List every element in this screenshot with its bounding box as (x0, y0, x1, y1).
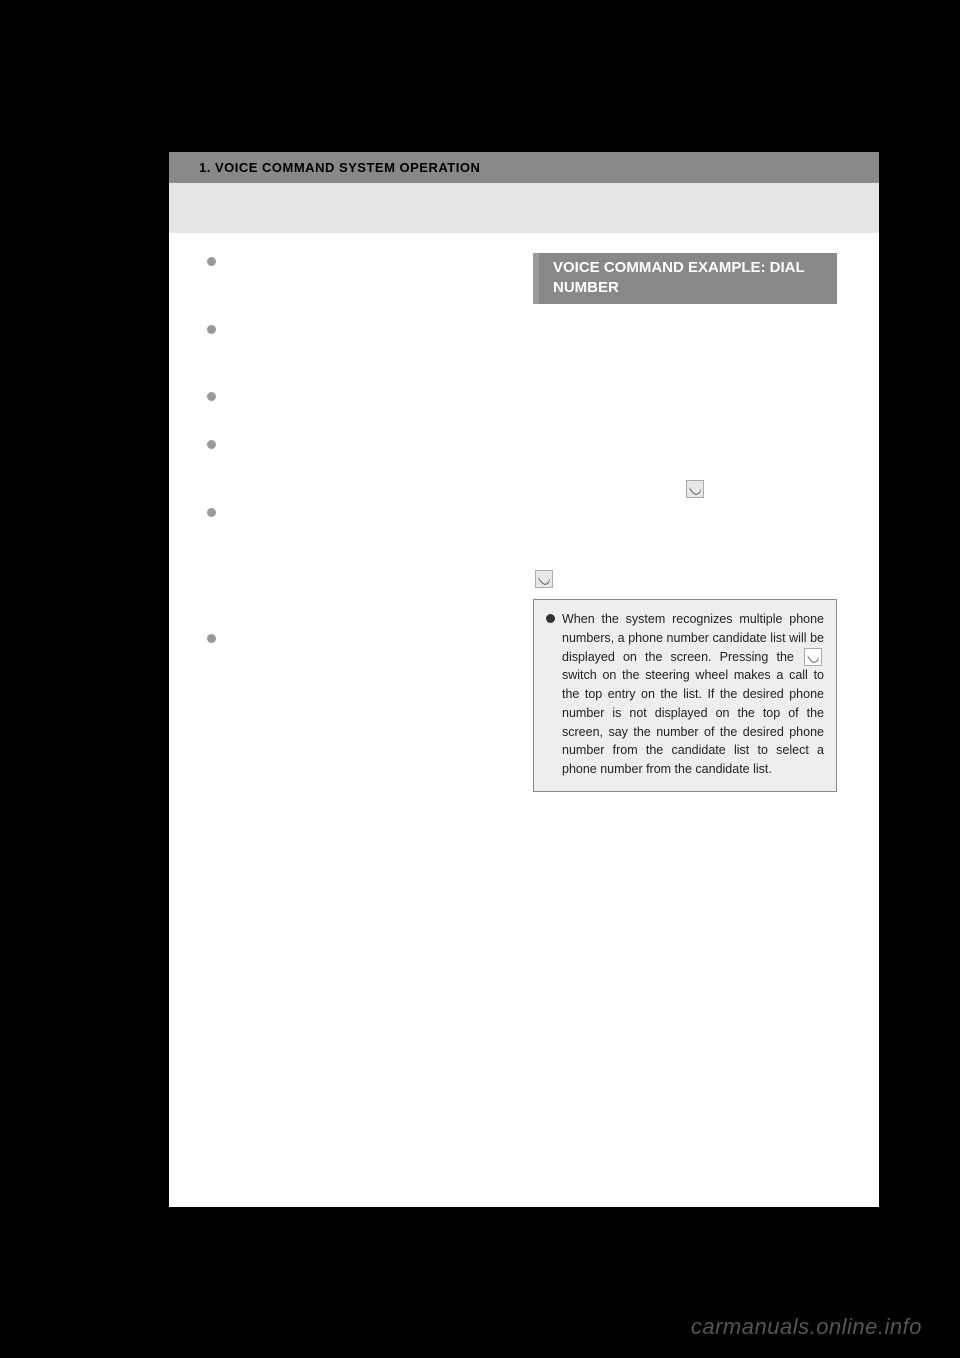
watermark: carmanuals.online.info (691, 1314, 922, 1340)
step-number: 3 (533, 428, 549, 468)
bullet-text: The command is incorrect or unclear. Not… (225, 321, 511, 380)
note-text-before: When the system recognizes multiple phon… (562, 612, 824, 664)
step-text: Press the voice command switch. (549, 368, 837, 388)
sub-header-bar (169, 183, 879, 233)
section-heading: VOICE COMMAND EXAMPLE: DIAL NUMBER (533, 253, 837, 304)
intro-text: Making a call by giving a command for th… (533, 318, 837, 358)
step-number: 2 (533, 398, 549, 418)
content-area: In the following conditions, the system … (169, 233, 879, 792)
phone-icon (686, 480, 704, 498)
alt-paragraph: In step 2, you can also make a call by d… (533, 529, 837, 589)
bullet-item: There is excessive background noise, suc… (207, 388, 511, 427)
step-text: Say "Dial a number". (549, 398, 837, 418)
phone-icon (804, 648, 822, 666)
bullet-item: Multimedia/Navigation commands are not d… (207, 504, 511, 621)
step-item: 3 Say the desired phone number according… (533, 428, 837, 468)
note-box: When the system recognizes multiple phon… (533, 599, 837, 792)
note-item: When the system recognizes multiple phon… (546, 610, 824, 779)
alt-text-before: In step 2, you can also make a call by d… (533, 531, 836, 566)
bullet-icon (207, 508, 216, 517)
step-item: 1 Press the voice command switch. (533, 368, 837, 388)
chapter-header: 1. VOICE COMMAND SYSTEM OPERATION (169, 152, 879, 183)
bullet-text: In the following conditions, the system … (225, 253, 511, 312)
phone-icon (535, 570, 553, 588)
note-text-after: switch on the steering wheel makes a cal… (562, 668, 824, 776)
bullet-icon (207, 325, 216, 334)
step-text: Say the desired phone number according t… (549, 428, 837, 468)
step-item: 4 Say "Dial" or press the switch on the … (533, 478, 837, 518)
bullet-item: As the system needs time to process the … (207, 436, 511, 495)
step-number: 4 (533, 478, 549, 518)
right-column: VOICE COMMAND EXAMPLE: DIAL NUMBER Makin… (533, 253, 837, 792)
bullet-icon (207, 634, 216, 643)
bullet-icon (207, 440, 216, 449)
bullet-icon (546, 614, 555, 623)
bullet-item: In the following conditions, the system … (207, 253, 511, 312)
bullet-item: The command is incorrect or unclear. Not… (207, 321, 511, 380)
bullet-icon (207, 257, 216, 266)
step-item: 2 Say "Dial a number". (533, 398, 837, 418)
bullet-item: If the navigation feature of the multime… (207, 630, 511, 728)
bullet-text: Multimedia/Navigation commands are not d… (225, 504, 511, 621)
step-number: 1 (533, 368, 549, 388)
alt-text-after: switch on the steering wheel. (555, 571, 726, 586)
note-text: When the system recognizes multiple phon… (562, 610, 824, 779)
step-text-before: Say "Dial" or press the (549, 480, 684, 495)
manual-page: 1. VOICE COMMAND SYSTEM OPERATION In the… (169, 152, 879, 1207)
bullet-text: As the system needs time to process the … (225, 436, 511, 495)
step-text: Say "Dial" or press the switch on the st… (549, 478, 837, 518)
bullet-text: There is excessive background noise, suc… (225, 388, 511, 427)
bullet-text: If the navigation feature of the multime… (225, 630, 511, 728)
left-column: In the following conditions, the system … (207, 253, 511, 792)
bullet-icon (207, 392, 216, 401)
